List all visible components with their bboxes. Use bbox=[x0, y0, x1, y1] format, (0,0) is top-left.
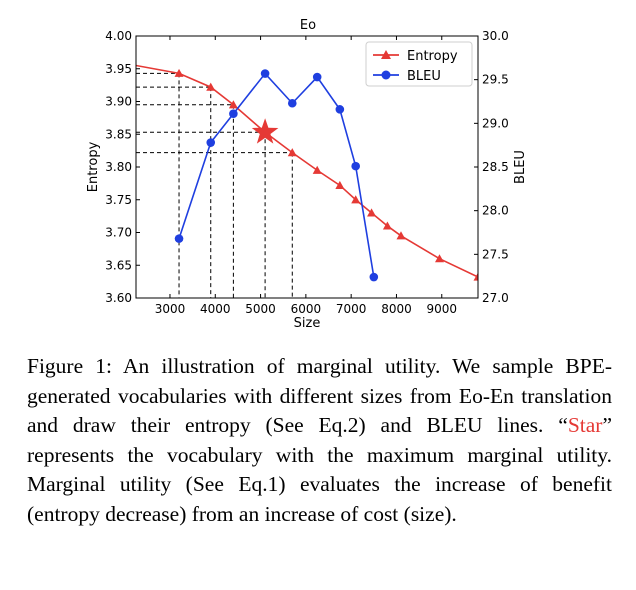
bleu-point bbox=[174, 234, 184, 243]
y-right-tick-label: 27.0 bbox=[482, 291, 509, 305]
entropy-point bbox=[473, 272, 478, 281]
entropy-point bbox=[174, 68, 184, 77]
y-right-tick-label: 27.5 bbox=[482, 247, 509, 261]
entropy-point bbox=[396, 231, 406, 240]
y-left-tick-label: 3.60 bbox=[105, 291, 132, 305]
guide-lines bbox=[136, 72, 293, 298]
star-marker bbox=[251, 118, 279, 144]
bleu-point bbox=[369, 272, 379, 282]
entropy-series-line bbox=[136, 64, 478, 278]
y-left-tick-label: 3.80 bbox=[105, 160, 132, 174]
bleu-point bbox=[260, 69, 270, 78]
y-left-tick-label: 3.95 bbox=[105, 62, 132, 76]
y-left-tick-label: 3.75 bbox=[105, 193, 132, 207]
caption-text-before: Figure 1: An illustration of marginal ut… bbox=[27, 354, 612, 437]
bleu-point bbox=[312, 72, 322, 82]
y-right-tick-label: 28.0 bbox=[482, 204, 509, 218]
x-tick-label: 4000 bbox=[200, 302, 231, 316]
bleu-point bbox=[287, 98, 297, 108]
bleu-point bbox=[206, 138, 216, 147]
entropy-point bbox=[228, 100, 238, 109]
y-axis-label-right: BLEU bbox=[513, 150, 528, 184]
x-tick-label: 5000 bbox=[245, 302, 276, 316]
entropy-point bbox=[312, 165, 322, 174]
entropy-point bbox=[287, 148, 297, 157]
x-tick-label: 6000 bbox=[291, 302, 322, 316]
bleu-point bbox=[229, 109, 238, 119]
legend-entropy-label: Entropy bbox=[407, 49, 458, 64]
entropy-point bbox=[434, 254, 444, 263]
y-left-tick-label: 3.90 bbox=[105, 95, 132, 109]
bleu-series-line bbox=[178, 72, 375, 278]
entropy-point bbox=[382, 221, 392, 230]
entropy-point bbox=[351, 195, 361, 204]
x-tick-label: 9000 bbox=[426, 302, 457, 316]
figure-caption: Figure 1: An illustration of marginal ut… bbox=[27, 352, 612, 529]
chart: Eo 3000 4000 5000 6000 7000 8000 9000 3.60 3.65 3… bbox=[86, 18, 528, 331]
y-right-tick-label: 28.5 bbox=[482, 160, 509, 174]
y-right-tick-label: 29.0 bbox=[482, 116, 509, 130]
caption-star-word: Star bbox=[567, 413, 603, 437]
y-left-tick-label: 3.85 bbox=[105, 127, 132, 141]
y-axis-label-left: Entropy bbox=[86, 141, 101, 192]
legend-entropy-marker bbox=[381, 50, 391, 59]
x-tick-label: 3000 bbox=[155, 302, 186, 316]
chart-title: Eo bbox=[300, 18, 316, 33]
caption-text-after: ” represents the vocabulary with the max… bbox=[27, 413, 612, 526]
x-tick-label: 7000 bbox=[336, 302, 367, 316]
legend-bleu-marker bbox=[381, 70, 391, 80]
entropy-point bbox=[367, 208, 377, 217]
legend-bleu-label: BLEU bbox=[407, 69, 441, 84]
x-axis-label: Size bbox=[294, 316, 321, 331]
entropy-point bbox=[206, 82, 216, 91]
y-right-tick-label: 30.0 bbox=[482, 29, 509, 43]
y-left-tick-label: 3.70 bbox=[105, 226, 132, 240]
bleu-point bbox=[335, 105, 345, 114]
entropy-point bbox=[335, 180, 345, 189]
x-tick-label: 8000 bbox=[381, 302, 412, 316]
legend: Entropy BLEU bbox=[365, 41, 473, 87]
y-left-tick-label: 3.65 bbox=[105, 258, 132, 272]
y-right-tick-label: 29.5 bbox=[482, 73, 509, 87]
bleu-point bbox=[351, 161, 360, 171]
y-left-tick-label: 4.00 bbox=[105, 29, 132, 43]
